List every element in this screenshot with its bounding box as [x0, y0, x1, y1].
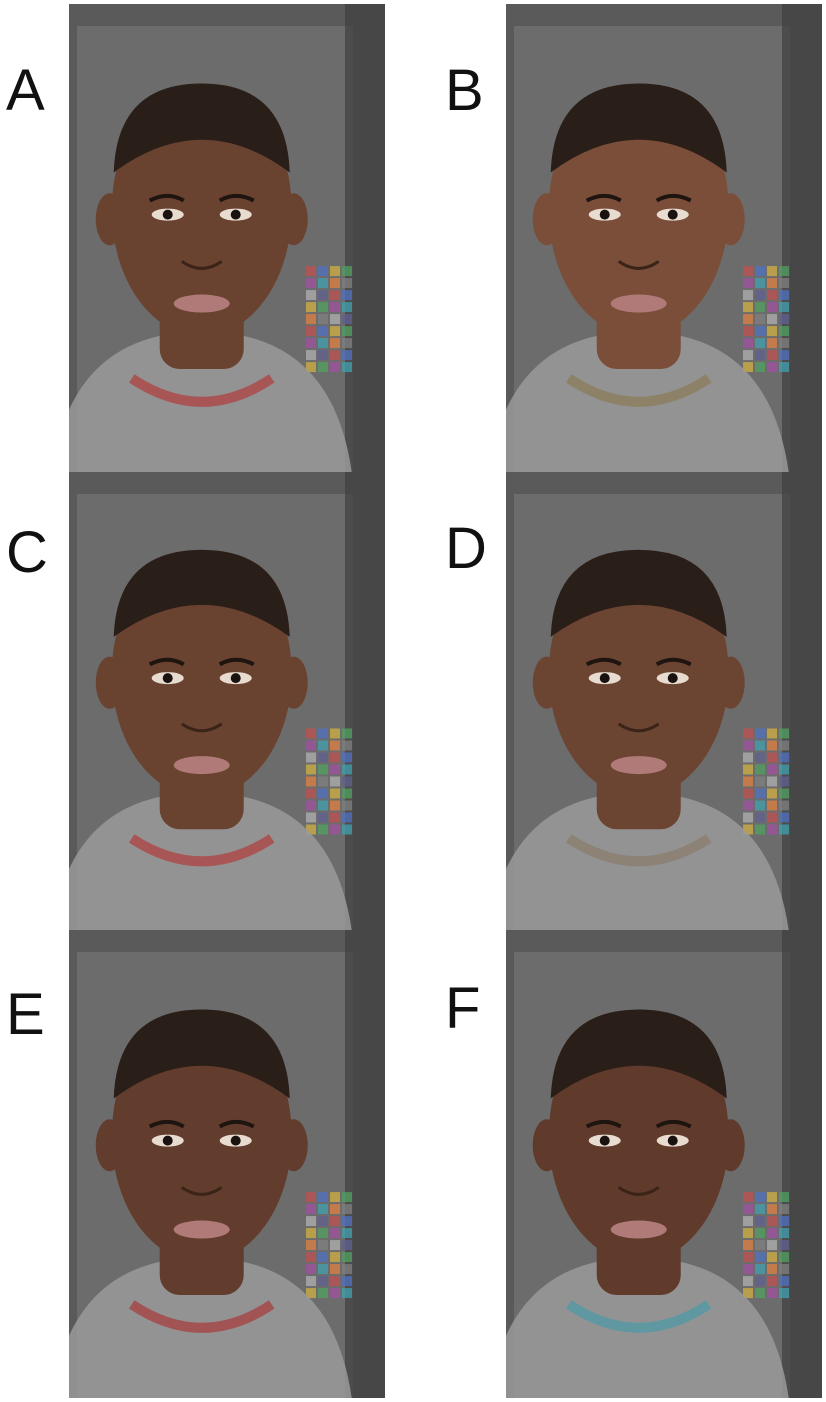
nose — [180, 1186, 223, 1196]
collar — [128, 834, 275, 867]
right-eyebrow — [218, 193, 255, 203]
left-eyebrow — [585, 193, 622, 203]
face-composite-c — [69, 472, 385, 930]
panel-label-a: A — [6, 58, 45, 123]
collar — [128, 1300, 275, 1333]
lips — [173, 294, 230, 313]
hair — [113, 1009, 290, 1099]
lips — [173, 756, 230, 775]
lips — [173, 1220, 230, 1239]
color-checker-chart — [306, 266, 352, 373]
right-eyebrow — [218, 1119, 255, 1129]
lips — [610, 756, 667, 775]
right-eyebrow — [655, 1119, 692, 1129]
left-eyebrow — [585, 1119, 622, 1129]
face-composite-a — [69, 4, 385, 472]
nose — [617, 1186, 660, 1196]
left-eyebrow — [148, 657, 185, 667]
nose — [180, 260, 223, 270]
right-eyebrow — [218, 657, 255, 667]
left-eyebrow — [148, 1119, 185, 1129]
color-checker-chart — [743, 1192, 789, 1299]
face-composite-b — [506, 4, 822, 472]
color-checker-chart — [306, 728, 352, 835]
collar — [565, 1300, 712, 1333]
collar — [565, 834, 712, 867]
face-composite-e — [69, 930, 385, 1398]
hair — [550, 549, 727, 637]
nose — [617, 260, 660, 270]
collar — [128, 374, 275, 407]
lips — [610, 1220, 667, 1239]
face-composite-f — [506, 930, 822, 1398]
face-composite-d — [506, 472, 822, 930]
hair — [550, 83, 727, 173]
collar — [565, 374, 712, 407]
nose — [180, 722, 223, 733]
panel-label-d: D — [445, 516, 487, 581]
color-checker-chart — [743, 266, 789, 373]
hair — [113, 83, 290, 173]
color-checker-chart — [306, 1192, 352, 1299]
panel-label-c: C — [6, 520, 48, 585]
left-eyebrow — [148, 193, 185, 203]
right-eyebrow — [655, 657, 692, 667]
hair — [550, 1009, 727, 1099]
lips — [610, 294, 667, 313]
color-checker-chart — [743, 728, 789, 835]
right-eyebrow — [655, 193, 692, 203]
left-eyebrow — [585, 657, 622, 667]
panel-label-e: E — [6, 982, 45, 1047]
panel-label-b: B — [445, 58, 484, 123]
nose — [617, 722, 660, 733]
hair — [113, 549, 290, 637]
panel-label-f: F — [445, 976, 481, 1041]
